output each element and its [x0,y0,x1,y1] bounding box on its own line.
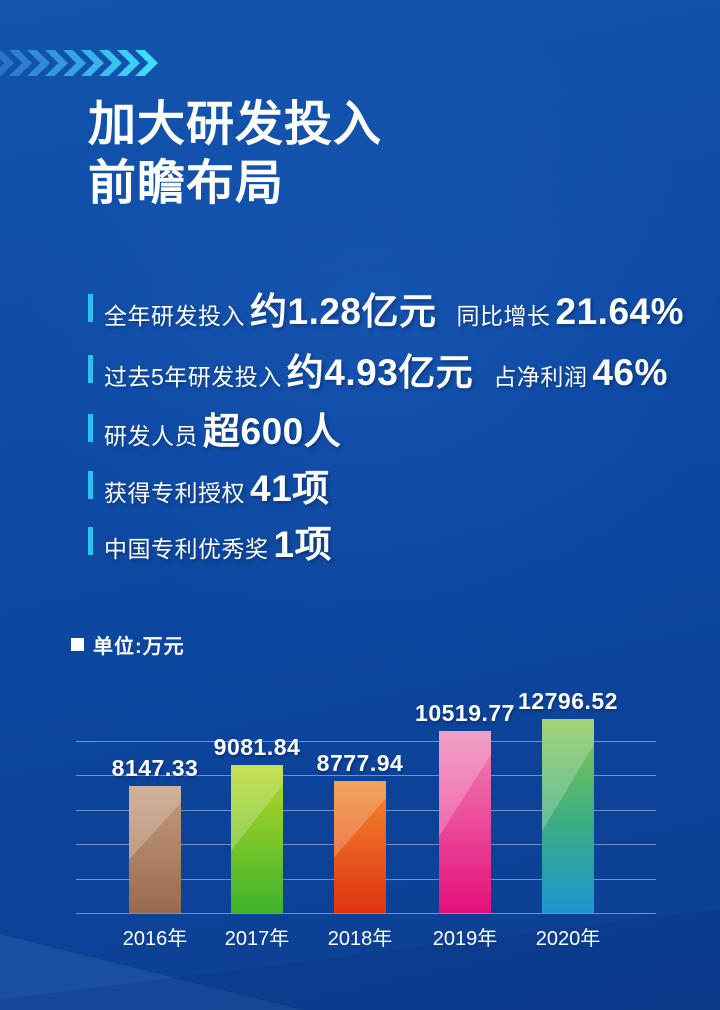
bar-x-label: 2018年 [327,928,393,950]
chevron-decoration [0,50,158,76]
stat-item: 获得专利授权 41项 [88,458,330,512]
stat-text-big: 超600人 [203,411,342,452]
stat-text-small: 获得专利授权 [104,480,245,506]
stat-text-big: 约1.28亿元 [250,291,437,332]
stat-text-big: 46% [592,352,668,393]
bar-value-label: 8147.33 [111,755,199,781]
stat-item: 中国专利优秀奖 1项 [88,514,332,568]
stat-item: 过去5年研发投入 约4.93亿元 占净利润 46% [88,342,668,396]
accent-bar-icon [88,414,93,442]
unit-label: 单位:万元 [93,636,185,658]
bar-2020年 [542,719,594,913]
bar-value-label: 12796.52 [518,688,618,714]
bar-chart: 8147.33 2016年 9081.84 2017年 8777.94 2018年 1051… [0,660,720,960]
chart-unit-legend: 单位:万元 [71,630,185,659]
bar-x-label: 2017年 [224,928,290,950]
accent-bar-icon [88,471,93,499]
stat-text-small: 中国专利优秀奖 [104,536,269,562]
stat-text-big: 41项 [250,468,330,509]
title-line-2: 前瞻布局 [88,157,285,210]
stat-text-small: 全年研发投入 [104,303,245,329]
gridline [76,741,656,742]
bar-value-label: 8777.94 [316,750,404,776]
stat-text-big: 约4.93亿元 [286,352,474,393]
stat-text-small: 占净利润 [493,364,588,390]
bar-2016年 [129,786,181,913]
bar-value-label: 10519.77 [415,700,515,726]
stat-text-big: 21.64% [555,291,685,332]
accent-bar-icon [88,355,93,383]
stat-text-small: 同比增长 [456,303,551,329]
accent-bar-icon [88,294,93,322]
stat-item: 全年研发投入 约1.28亿元 同比增长 21.64% [88,281,684,335]
bar-2017年 [231,765,283,913]
bar-2018年 [334,781,386,913]
bar-x-label: 2016年 [122,928,188,950]
stat-item: 研发人员 超600人 [88,401,341,455]
page-title: 加大研发投入 前瞻布局 [88,95,382,213]
bar-2019年 [439,731,491,913]
accent-bar-icon [88,527,93,555]
stat-text-small: 过去5年研发投入 [104,364,282,390]
bar-value-label: 9081.84 [213,734,301,760]
bar-x-label: 2019年 [432,928,498,950]
stat-text-big: 1项 [273,524,333,565]
gridline [76,775,656,777]
title-line-1: 加大研发投入 [88,98,383,151]
bar-x-label: 2020年 [535,928,601,950]
gridline [76,913,656,914]
square-bullet-icon [71,638,84,651]
chevron-right-icon [0,50,14,76]
stat-text-small: 研发人员 [104,423,198,449]
